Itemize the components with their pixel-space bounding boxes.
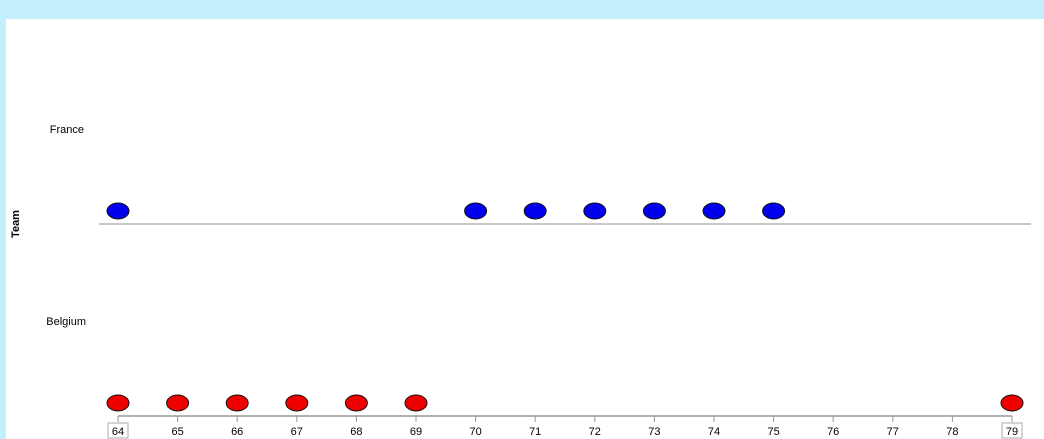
x-tick-label: 73 [648,426,660,438]
x-tick-label: 69 [410,426,422,438]
data-point-belgium[interactable] [166,394,190,412]
data-point-france[interactable] [464,202,488,220]
y-axis-title: Team [10,210,22,238]
x-tick-label: 76 [827,426,839,438]
x-tick-highlight-box [1001,422,1023,439]
data-point-france[interactable] [523,202,547,220]
x-tick-label: 68 [350,426,362,438]
data-point-france[interactable] [106,202,130,220]
x-tick-label: 64 [112,426,124,438]
x-tick-highlight-box [107,422,129,439]
x-tick-label: 70 [469,426,481,438]
data-point-belgium[interactable] [106,394,130,412]
x-tick-label: 72 [589,426,601,438]
x-tick-label: 65 [171,426,183,438]
x-tick-label: 75 [767,426,779,438]
x-tick-label: 67 [291,426,303,438]
x-tick-label: 79 [1006,426,1018,438]
x-tick-label: 77 [887,426,899,438]
data-point-france[interactable] [762,202,786,220]
x-tick-label: 71 [529,426,541,438]
data-point-belgium[interactable] [1000,394,1024,412]
data-point-france[interactable] [702,202,726,220]
dot-plot: Team France Belgium 64 65 66 67 68 69 70 71 72 73… [10,124,1031,439]
x-tick-label: 66 [231,426,243,438]
data-point-belgium[interactable] [404,394,428,412]
data-point-belgium[interactable] [225,394,249,412]
data-point-france[interactable] [642,202,666,220]
x-tick-label: 74 [708,426,720,438]
x-axis-ticks: 64 65 66 67 68 69 70 71 72 73 74 75 76 77 78 79 [107,416,1023,439]
x-tick-label: 78 [946,426,958,438]
data-points [106,202,1024,412]
data-point-belgium[interactable] [285,394,309,412]
category-label-france: France [50,124,84,136]
chart-panel: Team France Belgium 64 65 66 67 68 69 70 71 72 73… [6,19,1044,439]
category-label-belgium: Belgium [46,316,86,328]
data-point-france[interactable] [583,202,607,220]
data-point-belgium[interactable] [344,394,368,412]
